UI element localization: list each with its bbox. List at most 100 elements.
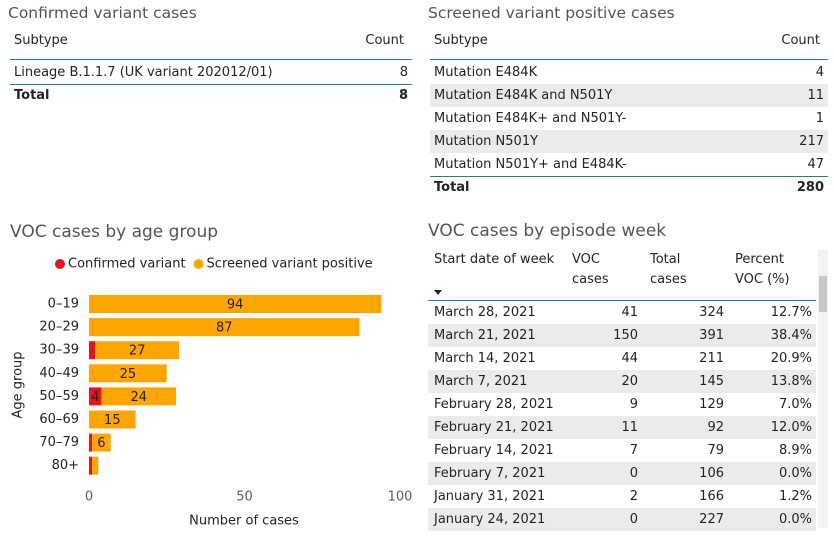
cell: 12.0% — [770, 420, 812, 435]
cell: 0.0% — [778, 512, 812, 527]
cell: March 14, 2021 — [434, 351, 536, 366]
data-label: 6 — [97, 436, 105, 451]
data-label: 25 — [120, 367, 137, 382]
column-header: VOC cases — [572, 252, 609, 287]
cell: February 14, 2021 — [434, 443, 554, 458]
cell: 8.9% — [778, 443, 812, 458]
cell: Mutation E484K and N501Y — [434, 88, 613, 103]
cell: 92 — [707, 420, 724, 435]
cell: Mutation N501Y+ and E484K- — [434, 157, 627, 172]
cell: 217 — [799, 134, 824, 149]
table-title: Screened variant positive cases — [428, 4, 675, 22]
column-header: Subtype — [434, 33, 488, 48]
total-rule — [430, 176, 828, 177]
x-tick-label: 50 — [236, 490, 253, 505]
cell: March 7, 2021 — [434, 374, 528, 389]
cell: January 24, 2021 — [434, 512, 546, 527]
cell: 12.7% — [770, 305, 812, 320]
chart-title: VOC cases by age group — [10, 222, 218, 242]
data-label: 15 — [104, 413, 121, 428]
table-row — [428, 324, 816, 347]
cell: 2 — [629, 489, 638, 504]
column-header: Count — [781, 33, 820, 48]
cell: 79 — [707, 443, 724, 458]
legend-label: Confirmed variant — [68, 257, 186, 272]
cell: 47 — [807, 157, 824, 172]
cell: February 21, 2021 — [434, 420, 554, 435]
cell: 20.9% — [770, 351, 812, 366]
table-title: Confirmed variant cases — [8, 4, 197, 22]
cell: 227 — [699, 512, 724, 527]
column-header: Total cases — [650, 252, 687, 287]
cell: 166 — [699, 489, 724, 504]
data-label: 87 — [216, 321, 233, 336]
header-rule — [10, 59, 412, 60]
cell: 38.4% — [770, 328, 812, 343]
table-row — [430, 84, 828, 107]
bar — [89, 456, 93, 475]
total-label: Total — [434, 180, 470, 195]
legend-marker — [193, 259, 204, 269]
cell: 13.8% — [770, 374, 812, 389]
cell: March 21, 2021 — [434, 328, 536, 343]
column-header: Percent VOC (%) — [735, 252, 790, 287]
cell: 44 — [621, 351, 638, 366]
cell: 0.0% — [778, 466, 812, 481]
table-row — [430, 130, 828, 153]
y-tick-label: 50–59 — [39, 389, 79, 404]
cell: 1.2% — [778, 489, 812, 504]
cell: 391 — [699, 328, 724, 343]
table-row — [428, 370, 816, 393]
cell: 9 — [629, 397, 638, 412]
y-tick-label: 20–29 — [39, 320, 79, 335]
cell: 145 — [699, 374, 724, 389]
cell: Mutation E484K — [434, 65, 538, 80]
y-tick-label: 0–19 — [48, 297, 79, 312]
table-title: VOC cases by episode week — [428, 221, 667, 241]
bar — [89, 410, 136, 429]
cell: February 7, 2021 — [434, 466, 546, 481]
scrollbar[interactable] — [818, 250, 828, 528]
cell: 20 — [621, 374, 638, 389]
legend-marker — [55, 259, 65, 269]
column-header: Count — [365, 33, 404, 48]
cell: Mutation N501Y — [434, 134, 539, 149]
y-axis-label: Age group — [11, 351, 26, 418]
bar — [92, 456, 99, 475]
y-tick-label: 70–79 — [39, 435, 79, 450]
cell: Mutation E484K+ and N501Y- — [434, 111, 627, 126]
legend-label: Screened variant positive — [207, 257, 373, 272]
total-value: 280 — [796, 180, 824, 195]
table-row — [428, 416, 816, 439]
cell: February 28, 2021 — [434, 397, 554, 412]
data-label: 94 — [227, 298, 244, 313]
cell: 8 — [399, 65, 408, 80]
y-tick-label: 80+ — [52, 458, 79, 473]
y-tick-label: 30–39 — [39, 343, 79, 358]
header-rule — [428, 300, 816, 301]
column-header: Subtype — [14, 33, 68, 48]
y-tick-label: 40–49 — [39, 366, 79, 381]
cell: 7.0% — [778, 397, 812, 412]
cell: 211 — [699, 351, 724, 366]
cell: 4 — [815, 65, 824, 80]
cell: 1 — [815, 111, 824, 126]
x-tick-label: 100 — [388, 490, 413, 505]
cell: 11 — [621, 420, 638, 435]
header-rule — [430, 59, 828, 60]
sort-arrow — [434, 290, 442, 295]
bar — [101, 387, 177, 406]
cell: 0 — [629, 466, 638, 481]
scroll-thumb[interactable] — [819, 276, 827, 312]
total-label: Total — [14, 88, 50, 103]
data-label: 27 — [129, 344, 146, 359]
total-rule — [10, 84, 412, 85]
bar — [89, 387, 102, 406]
data-label: 24 — [130, 390, 147, 405]
data-label: 4 — [91, 390, 99, 405]
bar — [95, 341, 180, 360]
cell: 7 — [629, 443, 638, 458]
total-value: 8 — [398, 88, 408, 103]
bar — [89, 318, 360, 337]
